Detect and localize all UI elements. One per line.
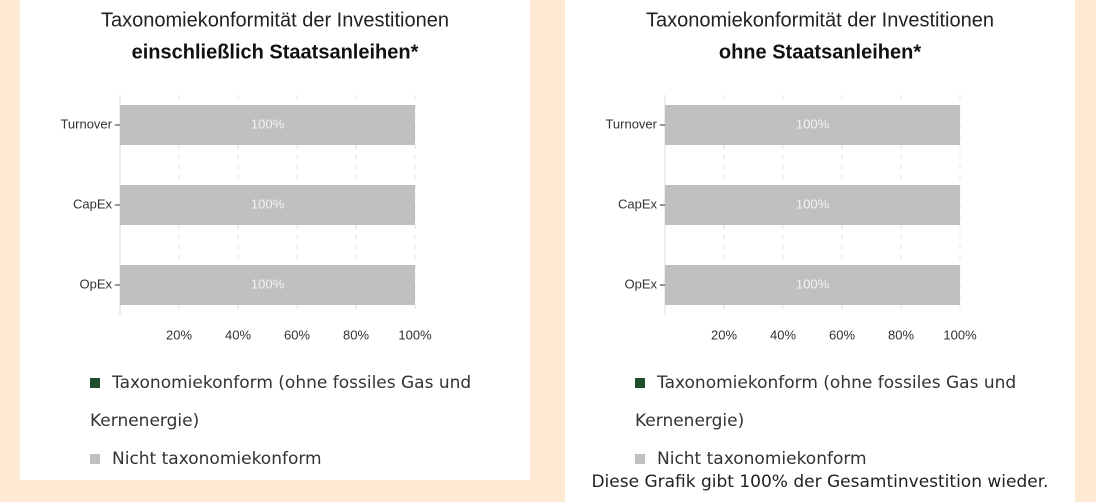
value-label: 100% [251,196,285,211]
legend-swatch [635,378,645,388]
x-tick-label: 60% [829,327,855,342]
value-label: 100% [251,116,285,131]
chart-panel: Taxonomiekonformität der Investitionen ei… [20,0,530,480]
legend-swatch [635,454,645,464]
x-tick-label: 100% [398,327,432,342]
value-label: 100% [796,276,830,291]
legend-label: Nicht taxonomiekonform [112,449,322,469]
legend-swatch [90,454,100,464]
legend-item: Nicht taxonomiekonform [635,440,1055,478]
legend-label: Taxonomiekonform (ohne fossiles Gas und … [635,373,1017,431]
x-tick-label: 20% [166,327,192,342]
x-tick-label: 60% [284,327,310,342]
legend-label: Nicht taxonomiekonform [657,449,867,469]
bar [665,265,960,305]
chart: Taxonomiekonformität der Investitionen oh… [605,9,994,342]
value-label: 100% [251,276,285,291]
bar [120,265,415,305]
legend-item: Nicht taxonomiekonform [90,440,510,478]
x-tick-label: 40% [770,327,796,342]
value-label: 100% [796,196,830,211]
note: Diese Grafik gibt 100% der Gesamtinvesti… [591,472,1049,492]
y-tick-label: OpEx [79,276,112,291]
y-tick-label: Turnover [60,116,112,131]
y-tick-label: CapEx [618,196,658,211]
legend: Taxonomiekonform (ohne fossiles Gas und … [90,364,510,478]
legend: Taxonomiekonform (ohne fossiles Gas und … [635,364,1055,478]
y-tick-label: OpEx [624,276,657,291]
bar [120,185,415,225]
chart-panel: Taxonomiekonformität der Investitionen oh… [565,0,1075,502]
bar [665,105,960,145]
bar [120,105,415,145]
x-tick-label: 20% [711,327,737,342]
chart-title: Taxonomiekonformität der Investitionen [101,9,449,31]
legend-item: Taxonomiekonform (ohne fossiles Gas und … [90,364,510,440]
y-tick-label: CapEx [73,196,113,211]
chart: Taxonomiekonformität der Investitionen ei… [60,9,449,342]
chart-title: Taxonomiekonformität der Investitionen [646,9,994,31]
chart-subtitle: einschließlich Staatsanleihen* [132,41,419,63]
value-label: 100% [796,116,830,131]
y-tick-label: Turnover [605,116,657,131]
chart-subtitle: ohne Staatsanleihen* [719,41,921,63]
x-tick-label: 80% [888,327,914,342]
legend-label: Taxonomiekonform (ohne fossiles Gas und … [90,373,472,431]
bar [665,185,960,225]
x-tick-label: 100% [943,327,977,342]
legend-swatch [90,378,100,388]
x-tick-label: 80% [343,327,369,342]
x-tick-label: 40% [225,327,251,342]
legend-item: Taxonomiekonform (ohne fossiles Gas und … [635,364,1055,440]
